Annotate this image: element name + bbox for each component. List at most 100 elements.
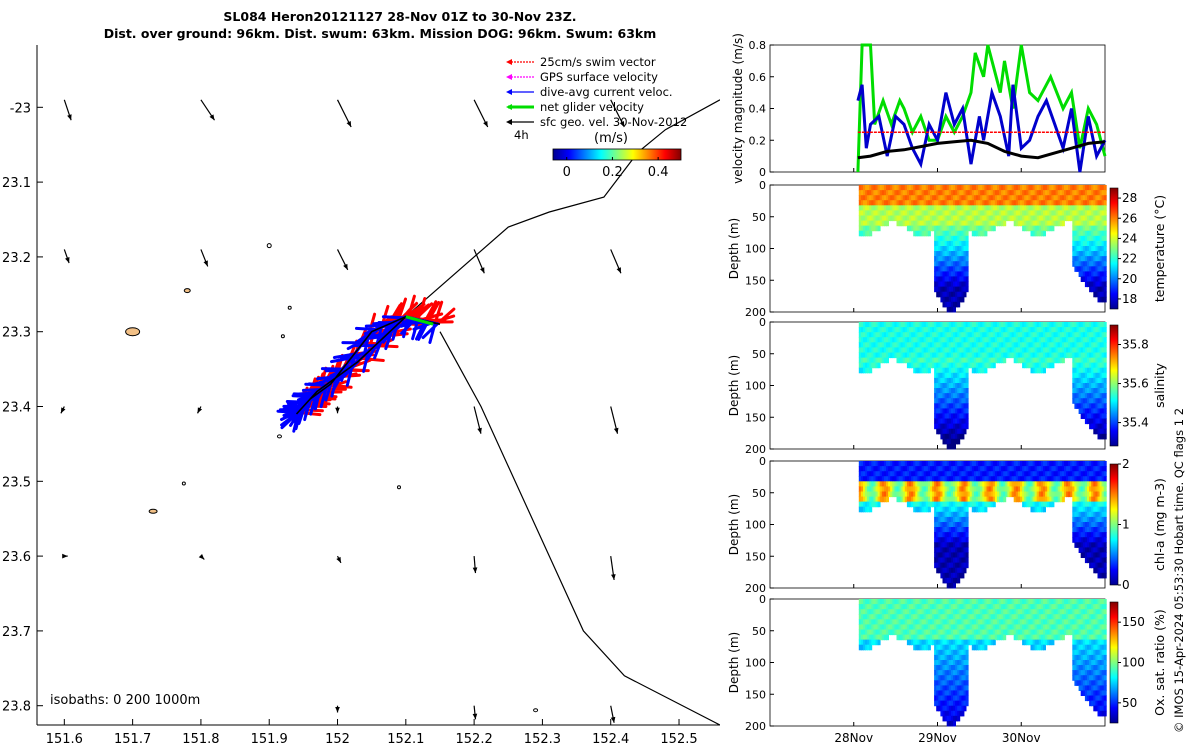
section-cell	[1057, 185, 1061, 191]
section-cell	[881, 629, 885, 636]
section-cell	[917, 629, 921, 636]
section-cell	[940, 413, 944, 419]
section-cell	[1082, 357, 1086, 364]
section-cell	[950, 501, 954, 508]
section-cell	[900, 347, 904, 353]
section-cell	[1051, 486, 1055, 492]
section-cell	[1091, 327, 1095, 333]
section-cell	[1095, 251, 1099, 257]
section-cell	[1049, 210, 1053, 216]
section-cell	[955, 572, 959, 579]
section-cell	[894, 629, 898, 636]
section-cell	[1095, 377, 1099, 384]
section-cell	[940, 403, 944, 409]
section-cell	[946, 205, 950, 211]
section-cell	[969, 357, 973, 364]
section-cell	[944, 547, 948, 553]
section-cell	[894, 337, 898, 343]
section-cell	[1074, 362, 1078, 369]
section-cell	[938, 377, 942, 384]
section-cell	[911, 481, 915, 487]
section-cell	[986, 486, 990, 492]
section-cell	[865, 634, 869, 641]
section-cell	[961, 291, 965, 298]
section-cell	[988, 190, 992, 196]
section-cell	[1099, 332, 1103, 338]
section-cell	[984, 230, 988, 237]
section-cell	[863, 634, 866, 641]
section-cell	[1078, 246, 1082, 252]
section-cell	[953, 567, 956, 574]
section-cell	[875, 185, 879, 191]
section-cell	[1080, 496, 1084, 503]
section-cell	[879, 609, 883, 615]
section-cell	[1032, 210, 1036, 216]
section-cell	[1084, 532, 1088, 538]
section-cell	[1015, 471, 1019, 477]
section-cell	[934, 660, 938, 666]
section-cell	[986, 476, 990, 482]
section-cell	[1084, 557, 1088, 564]
section-cell	[1084, 542, 1088, 548]
section-cell	[900, 190, 904, 196]
section-cell	[869, 471, 873, 477]
section-cell	[925, 352, 929, 359]
current-vector-head	[477, 427, 482, 434]
map-y-tick-label: 23.3	[2, 326, 31, 341]
section-cell	[1099, 200, 1103, 206]
section-cell	[1009, 215, 1013, 222]
section-cell	[1084, 418, 1088, 425]
section-cell	[1091, 481, 1095, 487]
section-cell	[1099, 461, 1103, 467]
section-cell	[1087, 332, 1090, 338]
section-cell	[904, 185, 908, 191]
section-cell	[865, 486, 869, 492]
section-cell	[1003, 476, 1007, 482]
section-cell	[1061, 210, 1065, 216]
section-cell	[1089, 286, 1093, 293]
section-cell	[938, 205, 942, 211]
section-cell	[906, 501, 910, 508]
section-cell	[953, 542, 956, 548]
section-cell	[1087, 205, 1090, 211]
section-cell	[959, 562, 963, 569]
section-cell	[927, 471, 931, 477]
section-cell	[959, 210, 963, 216]
section-cell	[946, 577, 950, 584]
section-cell	[932, 476, 936, 482]
section-cell	[1049, 200, 1053, 206]
section-cell	[1074, 532, 1078, 538]
section-cell	[917, 624, 921, 630]
section-cell	[961, 476, 965, 482]
section-cell	[1076, 471, 1080, 477]
section-cell	[871, 185, 875, 191]
section-cell	[1078, 215, 1082, 222]
section-cell	[1093, 423, 1097, 430]
section-cell	[909, 599, 912, 605]
section-cell	[1068, 471, 1072, 477]
section-cell	[883, 327, 887, 333]
section-cell	[938, 481, 942, 487]
section-cell	[948, 552, 952, 558]
section-cell	[1076, 486, 1080, 492]
section-cell	[919, 619, 923, 625]
section-cell	[1017, 220, 1021, 227]
section-cell	[1080, 200, 1084, 206]
section-cell	[890, 629, 894, 636]
section-cell	[877, 486, 881, 492]
section-cell	[886, 486, 889, 492]
section-cell	[1064, 332, 1067, 338]
section-cell	[1051, 332, 1055, 338]
section-cell	[946, 327, 950, 333]
section-cell	[953, 306, 956, 313]
section-cell	[1032, 200, 1036, 206]
section-cell	[867, 629, 871, 636]
section-cell	[1076, 476, 1080, 482]
section-cell	[986, 342, 990, 348]
section-cell	[1049, 337, 1053, 343]
section-cell	[1017, 461, 1021, 467]
section-cell	[969, 205, 973, 211]
section-cell	[963, 332, 967, 338]
section-cell	[858, 506, 862, 513]
section-cell	[961, 327, 965, 333]
